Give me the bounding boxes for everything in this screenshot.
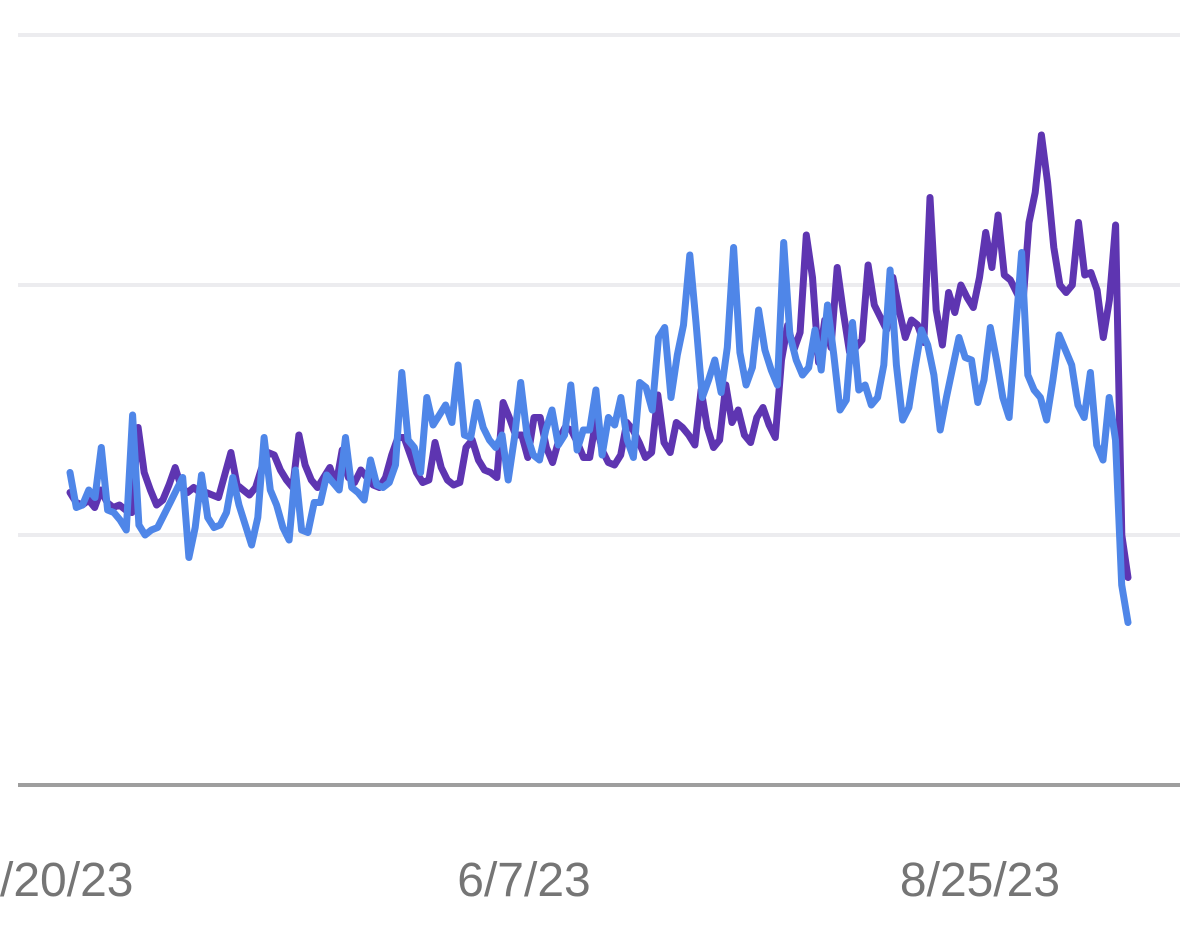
series-lines <box>66 131 1132 626</box>
x-tick-label: /20/23 <box>0 854 133 907</box>
x-axis: /20/23 6/7/23 8/25/23 <box>0 783 1180 907</box>
x-tick-label: 8/25/23 <box>900 854 1060 907</box>
series-line-2 <box>66 239 1132 626</box>
x-tick-label: 6/7/23 <box>457 854 590 907</box>
grid-lines <box>18 33 1180 537</box>
